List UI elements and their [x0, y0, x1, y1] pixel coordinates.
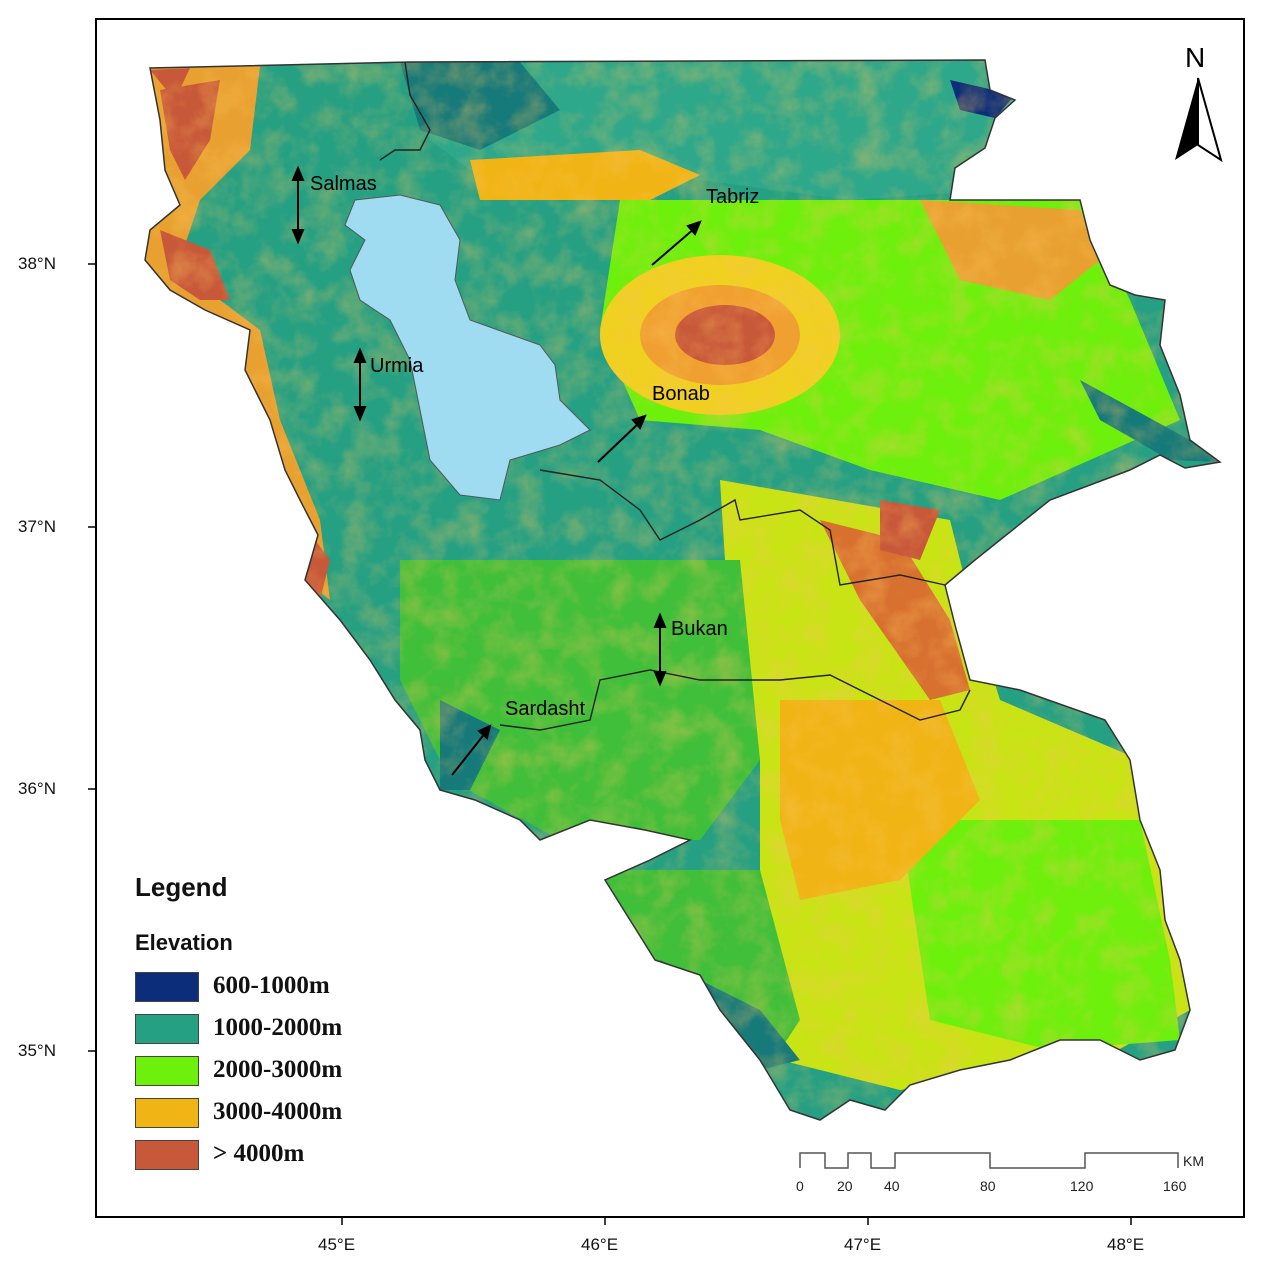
- lat-label-35: 35°N: [18, 1041, 56, 1060]
- legend-title: Legend: [135, 872, 228, 902]
- scale-tick-label: 80: [980, 1178, 996, 1194]
- city-label-bonab: Bonab: [652, 383, 710, 405]
- legend-label: 1000-2000m: [213, 1014, 343, 1041]
- salmas-arrow: [291, 165, 305, 245]
- province-border: [499, 669, 971, 731]
- lon-label-47: 47°E: [844, 1235, 882, 1254]
- legend-swatch: [135, 1140, 199, 1170]
- legend-swatch: [135, 972, 199, 1002]
- city-label-urmia: Urmia: [370, 355, 424, 377]
- legend-swatch: [135, 1014, 199, 1044]
- legend-label: > 4000m: [213, 1140, 305, 1167]
- lon-label-46: 46°E: [581, 1235, 619, 1254]
- scale-tick-label: 120: [1070, 1178, 1094, 1194]
- lake-urmia: [344, 194, 591, 501]
- bonab-arrow: [597, 414, 647, 463]
- urmia-arrow: [353, 347, 367, 422]
- scale-unit: KM: [1183, 1153, 1204, 1169]
- lon-label-48: 48°E: [1107, 1235, 1145, 1254]
- legend-item: > 4000m: [133, 1138, 453, 1174]
- bukan-arrow: [653, 612, 667, 687]
- legend-item: 1000-2000m: [133, 1012, 453, 1048]
- legend-swatch: [135, 1056, 199, 1086]
- legend: Legend Elevation 600-1000m 1000-2000m 20…: [133, 870, 453, 1200]
- legend-item: 3000-4000m: [133, 1096, 453, 1132]
- province-border: [379, 61, 946, 586]
- scale-tick-label: 40: [884, 1178, 900, 1194]
- legend-item: 2000-3000m: [133, 1054, 453, 1090]
- axis-ticks: [88, 263, 1132, 1225]
- legend-label: 3000-4000m: [213, 1098, 343, 1125]
- city-label-sardasht: Sardasht: [505, 698, 585, 720]
- north-label: N: [1185, 42, 1206, 73]
- legend-label: 2000-3000m: [213, 1056, 343, 1083]
- scale-bar: [799, 1152, 1179, 1169]
- city-label-salmas: Salmas: [310, 173, 377, 195]
- legend-item: 600-1000m: [133, 970, 453, 1006]
- legend-label: 600-1000m: [213, 972, 330, 999]
- legend-swatch: [135, 1098, 199, 1128]
- sardasht-arrow: [451, 724, 492, 776]
- tabriz-arrow: [651, 220, 702, 266]
- legend-subtitle: Elevation: [135, 930, 233, 955]
- lat-label-38: 38°N: [18, 254, 56, 273]
- city-label-tabriz: Tabriz: [706, 186, 759, 208]
- scale-tick-label: 160: [1163, 1178, 1187, 1194]
- city-arrows: [291, 165, 702, 776]
- north-arrow-icon: [1175, 77, 1223, 163]
- city-label-bukan: Bukan: [671, 618, 728, 640]
- scale-tick-label: 20: [837, 1178, 853, 1194]
- lon-label-45: 45°E: [318, 1235, 356, 1254]
- lat-label-37: 37°N: [18, 517, 56, 536]
- lat-label-36: 36°N: [18, 779, 56, 798]
- scale-tick-label: 0: [796, 1178, 804, 1194]
- map-frame: [95, 18, 1245, 1218]
